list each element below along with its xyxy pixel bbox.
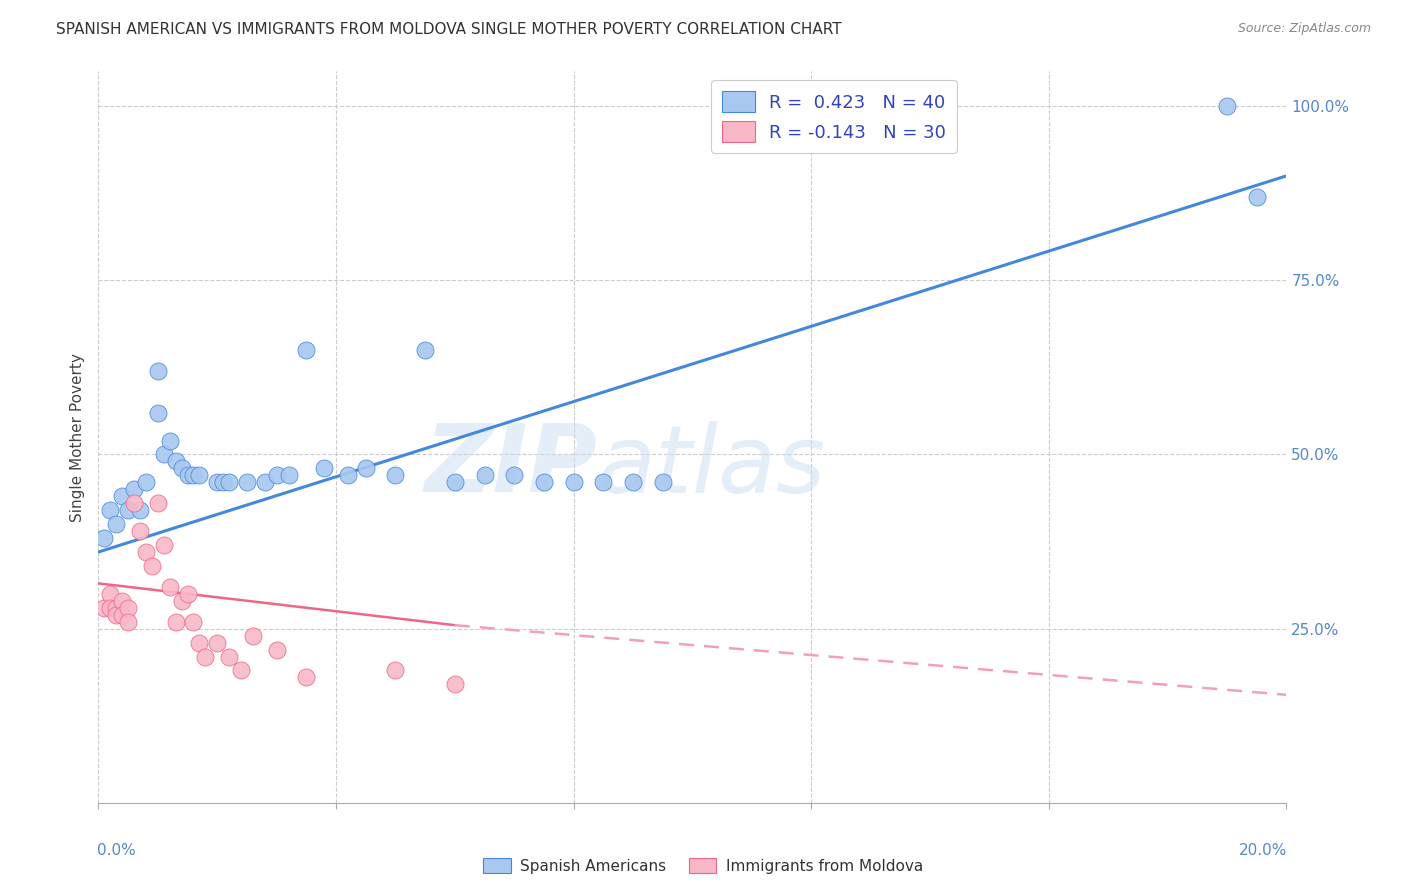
Text: SPANISH AMERICAN VS IMMIGRANTS FROM MOLDOVA SINGLE MOTHER POVERTY CORRELATION CH: SPANISH AMERICAN VS IMMIGRANTS FROM MOLD… (56, 22, 842, 37)
Point (152, 538, 174, 552)
Point (93, 531, 115, 545)
Text: Source: ZipAtlas.com: Source: ZipAtlas.com (1237, 22, 1371, 36)
Point (141, 558, 163, 573)
Point (98, 503, 121, 517)
Point (111, 594, 134, 608)
Point (117, 503, 139, 517)
Point (295, 343, 318, 357)
Point (592, 475, 614, 490)
Point (207, 475, 229, 490)
Point (122, 496, 145, 510)
Point (105, 607, 128, 622)
Legend: R =  0.423   N = 40, R = -0.143   N = 30: R = 0.423 N = 40, R = -0.143 N = 30 (711, 80, 956, 153)
Point (443, 475, 465, 490)
Point (354, 461, 377, 475)
Point (165, 615, 187, 629)
Point (152, 448, 174, 462)
Legend: Spanish Americans, Immigrants from Moldova: Spanish Americans, Immigrants from Moldo… (477, 852, 929, 880)
Point (159, 434, 181, 448)
Text: atlas: atlas (598, 421, 825, 512)
Point (212, 475, 235, 490)
Text: 0.0%: 0.0% (97, 843, 136, 858)
Point (105, 517, 128, 532)
Point (503, 468, 526, 483)
Point (314, 461, 336, 475)
Point (266, 642, 288, 657)
Point (194, 649, 217, 664)
Point (111, 489, 134, 503)
Point (266, 468, 288, 483)
Point (207, 635, 229, 649)
Point (170, 594, 193, 608)
Point (474, 468, 496, 483)
Point (135, 475, 157, 490)
Point (111, 607, 134, 622)
Point (135, 545, 157, 559)
Point (105, 600, 128, 615)
Point (1246, 190, 1268, 204)
Point (183, 468, 205, 483)
Point (146, 406, 169, 420)
Point (218, 475, 240, 490)
Point (236, 475, 259, 490)
Point (533, 475, 555, 490)
Point (384, 664, 406, 678)
Point (176, 587, 198, 601)
Point (651, 475, 673, 490)
Point (562, 475, 585, 490)
Point (336, 468, 359, 483)
Point (413, 343, 436, 357)
Y-axis label: Single Mother Poverty: Single Mother Poverty (70, 352, 86, 522)
Text: ZIP: ZIP (425, 420, 598, 512)
Point (1216, 99, 1239, 113)
Point (146, 364, 169, 378)
Point (93, 600, 115, 615)
Point (295, 670, 318, 684)
Text: 20.0%: 20.0% (1239, 843, 1288, 858)
Point (218, 649, 240, 664)
Point (277, 468, 299, 483)
Point (129, 503, 152, 517)
Point (188, 468, 211, 483)
Point (165, 454, 187, 468)
Point (188, 635, 211, 649)
Point (176, 468, 198, 483)
Point (117, 600, 139, 615)
Point (621, 475, 644, 490)
Point (384, 468, 406, 483)
Point (146, 496, 169, 510)
Point (129, 524, 152, 538)
Point (117, 615, 139, 629)
Point (242, 629, 264, 643)
Point (443, 677, 465, 691)
Point (253, 475, 276, 490)
Point (98, 600, 121, 615)
Point (122, 483, 145, 497)
Point (159, 580, 181, 594)
Point (170, 461, 193, 475)
Point (98, 587, 121, 601)
Point (183, 615, 205, 629)
Point (229, 664, 252, 678)
